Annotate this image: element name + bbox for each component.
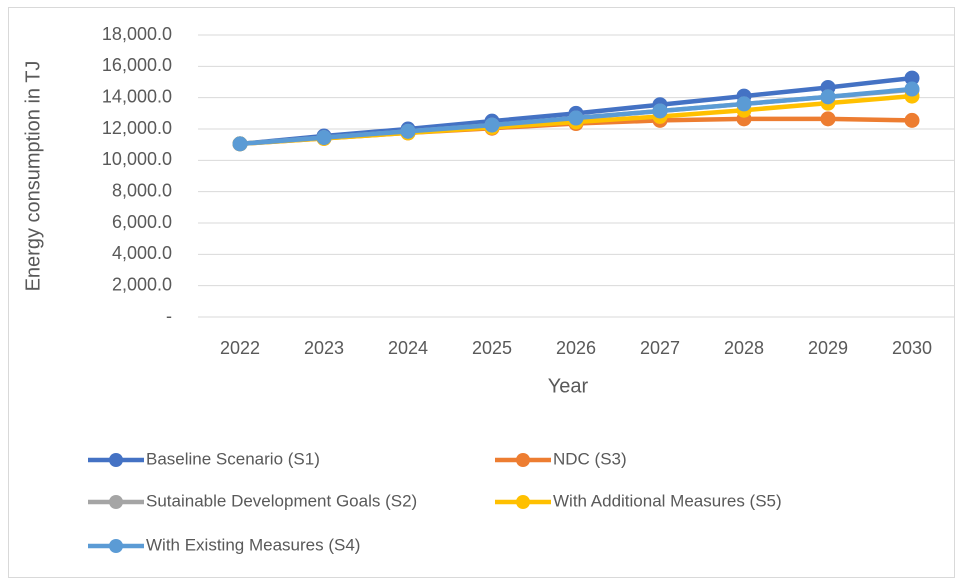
x-tick-label: 2028	[724, 338, 764, 358]
y-tick-label: 8,000.0	[112, 180, 172, 200]
marker	[820, 89, 836, 105]
marker	[652, 103, 668, 119]
x-axis-label: Year	[548, 375, 589, 397]
legend-label: Sutainable Development Goals (S2)	[146, 491, 417, 510]
y-tick-label: 16,000.0	[102, 55, 172, 75]
x-tick-label: 2023	[304, 338, 344, 358]
legend-item: Baseline Scenario (S1)	[88, 449, 320, 468]
series	[232, 81, 920, 152]
y-tick-label: 12,000.0	[102, 118, 172, 138]
marker	[820, 111, 836, 127]
chart-border	[8, 7, 955, 578]
y-tick-label: -	[166, 306, 172, 326]
legend-marker	[109, 539, 123, 553]
y-tick-label: 18,000.0	[102, 24, 172, 44]
legend-item: With Additional Measures (S5)	[495, 491, 782, 510]
legend-label: With Additional Measures (S5)	[553, 491, 782, 510]
marker	[736, 96, 752, 112]
x-tick-label: 2026	[556, 338, 596, 358]
x-tick-label: 2030	[892, 338, 932, 358]
legend-item: With Existing Measures (S4)	[88, 535, 360, 554]
legend-label: NDC (S3)	[553, 449, 627, 468]
x-tick-label: 2027	[640, 338, 680, 358]
marker	[316, 130, 332, 146]
legend-marker	[109, 495, 123, 509]
x-tick-label: 2024	[388, 338, 428, 358]
marker	[400, 123, 416, 139]
x-tick-label: 2022	[220, 338, 260, 358]
y-tick-label: 6,000.0	[112, 212, 172, 232]
marker	[484, 117, 500, 133]
marker	[232, 136, 248, 152]
marker	[904, 112, 920, 128]
x-tick-label: 2025	[472, 338, 512, 358]
y-tick-label: 2,000.0	[112, 274, 172, 294]
y-tick-label: 4,000.0	[112, 243, 172, 263]
legend-marker	[516, 453, 530, 467]
y-tick-label: 14,000.0	[102, 86, 172, 106]
legend-label: Baseline Scenario (S1)	[146, 449, 320, 468]
legend-marker	[109, 453, 123, 467]
legend-marker	[516, 495, 530, 509]
legend-item: NDC (S3)	[495, 449, 627, 468]
legend-item: Sutainable Development Goals (S2)	[88, 491, 417, 510]
legend-label: With Existing Measures (S4)	[146, 535, 360, 554]
y-tick-label: 10,000.0	[102, 149, 172, 169]
x-tick-label: 2029	[808, 338, 848, 358]
marker	[904, 81, 920, 97]
y-axis-label: Energy consumption in TJ	[22, 61, 44, 292]
marker	[568, 110, 584, 126]
